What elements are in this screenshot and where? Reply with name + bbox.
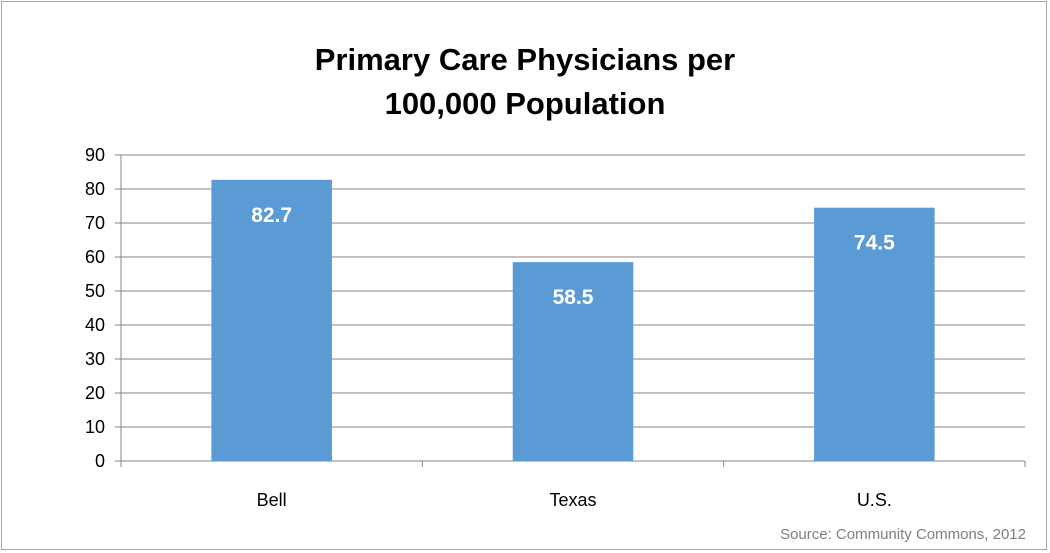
y-tick-label: 70 [85,213,105,233]
bar-texas [512,262,634,461]
y-tick-label: 20 [85,383,105,403]
bar-us [814,207,935,461]
y-tick-label: 30 [85,349,105,369]
chart-title-line-1: Primary Care Physicians per [314,42,736,77]
x-tick-label: U.S. [857,490,892,510]
x-tick-label: Texas [549,490,596,510]
y-tick-label: 40 [85,315,105,335]
y-tick-label: 60 [85,247,105,267]
y-tick-label: 50 [85,281,105,301]
bar-bell [211,179,332,461]
data-label: 82.7 [251,204,292,227]
y-tick-label: 10 [85,417,105,437]
x-tick-label: Bell [257,490,287,510]
y-tick-label: 80 [85,179,105,199]
data-label: 58.5 [553,286,594,309]
source-note: Source: Community Commons, 2012 [780,526,1026,543]
chart-title: Primary Care Physicians per 100,000 Popu… [0,38,1050,126]
chart-title-line-2: 100,000 Population [384,86,666,121]
data-label: 74.5 [854,232,895,255]
y-tick-label: 90 [85,145,105,165]
y-tick-label: 0 [95,451,105,471]
